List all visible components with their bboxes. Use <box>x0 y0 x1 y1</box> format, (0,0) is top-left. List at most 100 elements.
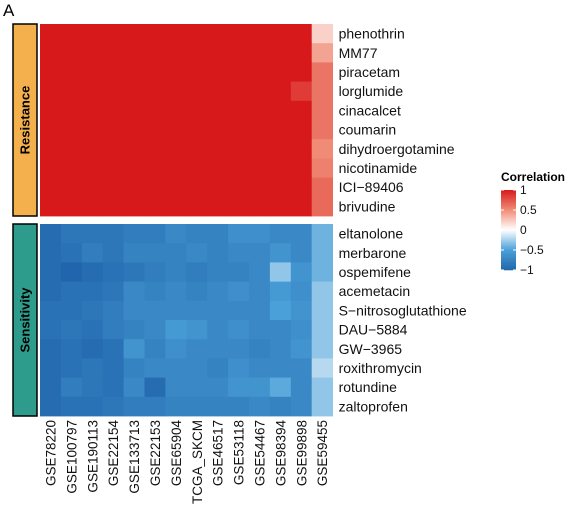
row-label: roxithromycin <box>339 360 422 376</box>
column-label: GSE190113 <box>85 420 100 493</box>
heatmap-cell <box>290 262 313 282</box>
heatmap-cell <box>40 243 62 263</box>
heatmap-cell <box>60 81 83 102</box>
heatmap-cell <box>40 62 62 82</box>
heatmap-cell <box>60 177 83 198</box>
heatmap-cell <box>290 177 313 198</box>
heatmap-cell <box>165 196 187 217</box>
heatmap-cell <box>290 158 313 178</box>
heatmap-cell <box>165 177 187 198</box>
row-label: lorglumide <box>339 83 404 99</box>
heatmap-cell <box>249 262 271 282</box>
heatmap-cell <box>290 243 313 263</box>
heatmap-cell <box>165 224 187 244</box>
heatmap-cell <box>60 320 83 340</box>
heatmap-cell <box>186 396 208 417</box>
row-label: merbarone <box>339 245 407 261</box>
column-label: GSE22154 <box>106 420 121 487</box>
heatmap-cell <box>290 358 313 378</box>
heatmap-cell <box>123 196 145 217</box>
heatmap-cell <box>228 120 250 140</box>
heatmap-cell <box>228 139 250 159</box>
legend-gradient-segment <box>501 224 516 227</box>
heatmap-cell <box>269 120 292 140</box>
row-label: cinacalcet <box>339 102 401 118</box>
heatmap-cell <box>40 262 62 282</box>
heatmap-cell <box>290 320 313 340</box>
heatmap-cell <box>228 281 250 302</box>
heatmap-cell <box>102 243 124 263</box>
heatmap-cell <box>123 177 145 198</box>
heatmap-cell <box>311 24 333 44</box>
heatmap-cell <box>311 377 333 398</box>
row-label: brivudine <box>339 198 396 214</box>
heatmap-cell <box>165 62 187 82</box>
heatmap-cell <box>102 24 124 44</box>
heatmap-cell <box>144 177 166 198</box>
heatmap-cell <box>290 224 313 244</box>
heatmap-cell <box>102 262 124 282</box>
heatmap-cell <box>144 100 166 121</box>
heatmap-cell <box>186 224 208 244</box>
heatmap-cell <box>249 339 271 359</box>
heatmap-cell <box>269 43 292 63</box>
heatmap-cell <box>40 339 62 359</box>
heatmap-cell <box>186 120 208 140</box>
legend-gradient-segment <box>501 191 516 193</box>
heatmap-cell <box>228 62 250 82</box>
row-label: eltanolone <box>339 226 404 242</box>
legend-gradient-segment <box>501 199 516 201</box>
column-label: GSE59455 <box>315 420 330 486</box>
heatmap-cell <box>40 358 62 378</box>
column-label: GSE54467 <box>252 420 267 486</box>
heatmap-cell <box>81 196 104 217</box>
heatmap-cell <box>290 24 313 44</box>
heatmap-cell <box>311 262 333 282</box>
heatmap-cell <box>228 243 250 263</box>
heatmap-cell <box>165 24 187 44</box>
heatmap-cell <box>60 262 83 282</box>
column-label: GSE22153 <box>148 420 163 486</box>
heatmap-cell <box>60 377 83 398</box>
heatmap-cell <box>249 43 271 63</box>
heatmap-cell <box>40 139 62 159</box>
heatmap-cell <box>311 62 333 82</box>
heatmap-cell <box>102 100 124 121</box>
heatmap-cell <box>186 358 208 378</box>
heatmap-cell <box>186 281 208 302</box>
heatmap-cell <box>102 62 124 82</box>
heatmap-cell <box>40 224 62 244</box>
heatmap-cell <box>40 24 62 44</box>
heatmap-cell <box>207 300 229 321</box>
legend-gradient-segment <box>501 227 516 229</box>
heatmap-cell <box>311 320 333 340</box>
heatmap-cell <box>311 281 333 302</box>
legend-gradient-segment <box>501 235 516 237</box>
row-label: ICI−89406 <box>339 179 404 195</box>
heatmap-cell <box>207 196 229 217</box>
heatmap-cell <box>207 24 229 44</box>
heatmap-cell <box>144 320 166 340</box>
heatmap-cell <box>290 100 313 121</box>
heatmap-cell <box>207 177 229 198</box>
legend-gradient-segment <box>501 251 516 253</box>
heatmap-cell <box>165 158 187 178</box>
legend-gradient-segment <box>501 192 516 195</box>
heatmap-cell <box>144 396 166 417</box>
legend-gradient-segment <box>501 267 516 269</box>
row-label: acemetacin <box>339 283 411 299</box>
legend-gradient-segment <box>501 236 516 239</box>
heatmap-cell <box>290 281 313 302</box>
heatmap-cell <box>102 177 124 198</box>
legend-gradient-segment <box>501 247 516 249</box>
column-label: GSE133713 <box>127 420 142 494</box>
heatmap-cell <box>228 43 250 63</box>
heatmap-cell <box>269 358 292 378</box>
legend-tick-label: 0.5 <box>520 203 537 217</box>
heatmap-cell <box>144 300 166 321</box>
heatmap-cell <box>311 177 333 198</box>
heatmap-cell <box>269 224 292 244</box>
heatmap-cell <box>60 396 83 417</box>
heatmap-cell <box>311 81 333 102</box>
heatmap-cell <box>269 62 292 82</box>
